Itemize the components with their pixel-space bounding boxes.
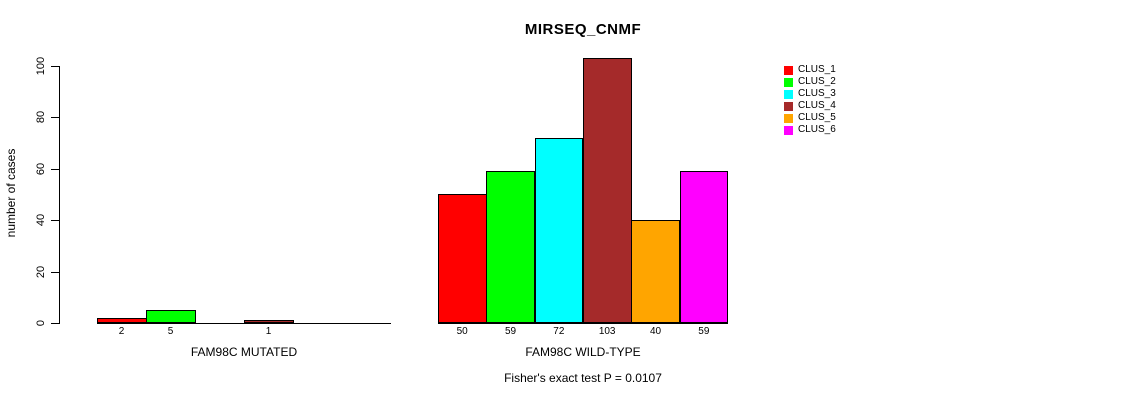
bar-clus_1-group1 — [97, 318, 147, 323]
bar-value-label: 50 — [456, 326, 468, 337]
bar-clus_6-group2 — [679, 171, 729, 323]
bar-value-label: 59 — [698, 326, 710, 337]
y-axis-tick-label: 100 — [35, 56, 47, 76]
group-baseline — [97, 323, 391, 324]
legend-swatch-icon — [784, 101, 793, 111]
legend-swatch-icon — [784, 77, 793, 87]
y-axis-label: number of cases — [4, 148, 18, 238]
legend-label: CLUS_1 — [798, 64, 836, 75]
bar-value-label: 1 — [265, 326, 272, 337]
group-label-mutated: FAM98C MUTATED — [190, 345, 298, 359]
legend-entry-clus_1: CLUS_1 — [784, 64, 836, 76]
bar-value-label: 5 — [167, 326, 174, 337]
bar-clus_4-group1 — [244, 320, 294, 323]
legend: CLUS_1 CLUS_2 CLUS_3 CLUS_4 CLUS_5 CLUS_6 — [784, 64, 836, 136]
bar-clus_4-group2 — [583, 58, 632, 323]
legend-entry-clus_6: CLUS_6 — [784, 124, 836, 136]
chart-title: MIRSEQ_CNMF — [524, 21, 642, 38]
bar-clus_3-group2 — [534, 138, 584, 323]
legend-label: CLUS_4 — [798, 100, 836, 111]
bar-clus_5-group2 — [631, 220, 681, 323]
y-axis-tick-label: 80 — [35, 111, 47, 124]
legend-swatch-icon — [784, 113, 793, 123]
bar-value-label: 72 — [553, 326, 565, 337]
bar-clus_1-group2 — [438, 194, 487, 323]
legend-entry-clus_2: CLUS_2 — [784, 76, 836, 88]
legend-entry-clus_5: CLUS_5 — [784, 112, 836, 124]
group-baseline — [438, 323, 728, 324]
legend-entry-clus_3: CLUS_3 — [784, 88, 836, 100]
group-label-wildtype: FAM98C WILD-TYPE — [525, 345, 641, 359]
bar-value-label: 59 — [504, 326, 517, 337]
y-axis-tick — [51, 323, 59, 324]
legend-label: CLUS_3 — [798, 88, 836, 99]
y-axis-line — [59, 66, 60, 324]
y-axis-tick-label: 0 — [35, 319, 47, 327]
y-axis-tick-label: 20 — [35, 265, 47, 278]
legend-label: CLUS_6 — [798, 124, 836, 135]
y-axis-tick — [51, 271, 59, 273]
bar-clus_2-group1 — [146, 310, 196, 323]
legend-swatch-icon — [784, 65, 793, 75]
bar-value-label: 103 — [598, 326, 616, 337]
bar-value-label: 40 — [649, 326, 662, 337]
fisher-test-subtitle: Fisher's exact test P = 0.0107 — [504, 371, 662, 385]
bar-value-label: 2 — [118, 326, 125, 337]
y-axis-tick-label: 60 — [35, 162, 47, 175]
y-axis-tick-label: 40 — [35, 214, 47, 227]
legend-swatch-icon — [784, 125, 793, 135]
legend-label: CLUS_2 — [798, 76, 836, 87]
y-axis-tick — [51, 117, 59, 119]
legend-swatch-icon — [784, 89, 793, 99]
legend-entry-clus_4: CLUS_4 — [784, 100, 836, 112]
y-axis-tick — [51, 168, 59, 170]
legend-label: CLUS_5 — [798, 112, 836, 123]
y-axis-tick — [51, 220, 59, 222]
bar-clus_2-group2 — [486, 171, 536, 323]
y-axis-tick — [51, 66, 59, 67]
